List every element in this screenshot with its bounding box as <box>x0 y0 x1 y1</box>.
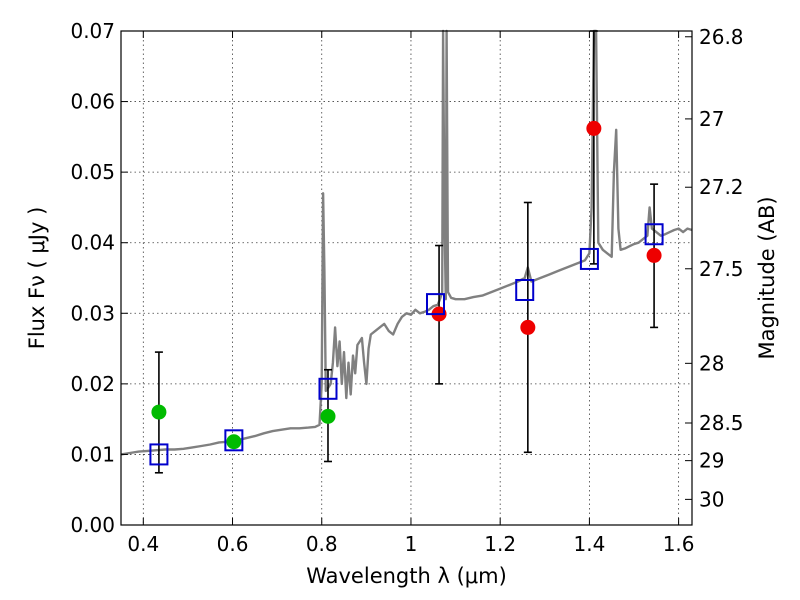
right-tick-label: 27.5 <box>699 257 744 281</box>
spectrum-line <box>120 29 693 456</box>
y-axis-label: Flux Fν ( μJy ) <box>25 207 49 350</box>
right-tick-label: 29 <box>699 449 724 473</box>
model-box-point <box>224 429 244 452</box>
red-data-point <box>520 319 536 335</box>
plot-frame <box>120 30 693 526</box>
model-box-point <box>149 443 169 466</box>
model-box-point <box>515 278 535 301</box>
green-data-point <box>320 408 336 424</box>
green-data-point <box>226 434 242 450</box>
y-tick-label: 0.03 <box>70 301 115 325</box>
x-tick-label: 1 <box>405 532 418 556</box>
right-tick-label: 30 <box>699 487 724 511</box>
tick-labels: 0.4 0.6 0.8 1 1.2 1.4 1.6 0.00 0.01 0.02 0.03 0.04 0… <box>70 19 743 556</box>
right-axis-label: Magnitude (AB) <box>755 196 779 359</box>
x-tick-label: 1.6 <box>663 532 695 556</box>
x-tick-label: 0.4 <box>127 532 159 556</box>
y-tick-label: 0.06 <box>70 90 115 114</box>
y-tick-label: 0.02 <box>70 372 115 396</box>
right-tick-label: 27.2 <box>699 175 744 199</box>
right-tick-label: 27 <box>699 107 724 131</box>
y-tick-label: 0.04 <box>70 231 115 255</box>
model-box-point <box>425 293 445 316</box>
y-tick-label: 0.05 <box>70 160 115 184</box>
red-data-point <box>586 120 602 136</box>
y-tick-label: 0.00 <box>70 513 115 537</box>
data-markers <box>149 30 664 474</box>
x-axis-label: Wavelength λ (μm) <box>306 564 507 588</box>
tick-marks <box>121 30 692 526</box>
x-tick-label: 0.6 <box>217 532 249 556</box>
right-tick-label: 26.8 <box>699 25 744 49</box>
red-data-point <box>646 247 662 263</box>
model-box-point <box>318 377 338 400</box>
x-tick-label: 0.8 <box>306 532 338 556</box>
y-tick-label: 0.01 <box>70 442 115 466</box>
y-tick-label: 0.07 <box>70 19 115 43</box>
x-tick-label: 1.4 <box>573 532 605 556</box>
green-data-point <box>151 404 167 420</box>
right-tick-label: 28.5 <box>699 411 744 435</box>
model-box-point <box>644 223 664 246</box>
grid-lines <box>121 31 692 525</box>
right-tick-label: 28 <box>699 351 724 375</box>
model-box-point <box>579 247 599 270</box>
x-tick-label: 1.2 <box>484 532 516 556</box>
spectrum-series <box>120 29 693 456</box>
